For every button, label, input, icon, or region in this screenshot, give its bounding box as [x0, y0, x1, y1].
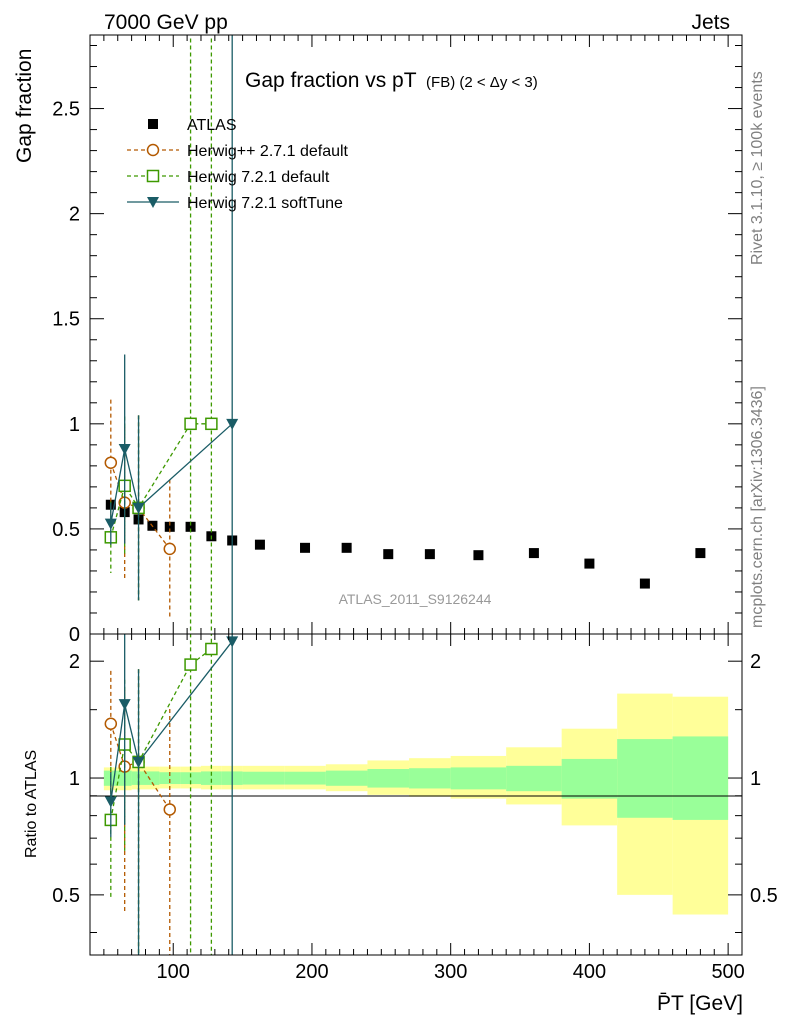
- inner-band-bin: [409, 768, 451, 789]
- inner-band-bin: [617, 739, 673, 818]
- axis-tick-labels: 100 200 300 400 500 0 0.5 1 1.5 2 2.5 0.5 0.5 1 1 2 2: [52, 99, 778, 983]
- top-y-tick-label: 2: [69, 204, 80, 226]
- legend-label: Herwig 7.2.1 default: [187, 169, 330, 186]
- atlas-point: [528, 548, 539, 559]
- bottom-y-tick-label-left: 2: [69, 651, 80, 673]
- inner-band-bin: [145, 771, 160, 785]
- legend-marker: [146, 143, 160, 157]
- bottom-y-tick-label-right: 1: [750, 768, 761, 790]
- herwig-7-2-1-default-point: [205, 417, 218, 431]
- inner-band-bin: [242, 771, 285, 785]
- top-y-tick-label: 1.5: [52, 309, 80, 331]
- bottom-y-tick-label-left: 1: [69, 768, 80, 790]
- herwig-2-7-1-default-ratio-point: [163, 803, 177, 816]
- atlas-point: [185, 521, 196, 532]
- atlas-point: [473, 550, 484, 561]
- bottom-y-axis-label: Ratio to ATLAS: [23, 750, 40, 858]
- legend-label: Herwig++ 2.7.1 default: [187, 143, 349, 160]
- legend-label: ATLAS: [187, 117, 237, 134]
- x-axis-label: P̄T [GeV]: [657, 992, 743, 1015]
- herwig-7-2-1-softtune-point: [132, 502, 145, 514]
- top-y-tick-label: 0.5: [52, 519, 80, 541]
- x-tick-label: 500: [711, 961, 744, 983]
- herwig-7-2-1-softtune-ratio-line: [110, 640, 233, 802]
- atlas-point: [695, 548, 706, 559]
- legend-marker: [147, 197, 159, 208]
- plot-title: Gap fraction vs pT (FB) (2 < Δy < 3): [245, 69, 538, 92]
- herwig-7-2-1-softtune-point: [118, 444, 131, 456]
- legend-entry: Herwig++ 2.7.1 default: [127, 143, 349, 160]
- analysis-label: ATLAS_2011_S9126244: [339, 591, 492, 607]
- inner-band-bin: [450, 767, 507, 790]
- inner-band-bin: [159, 772, 181, 785]
- inner-band-bin: [561, 758, 618, 799]
- top-y-tick-label: 2.5: [52, 99, 80, 121]
- axis-ticks: [90, 35, 742, 955]
- x-tick-label: 200: [295, 961, 328, 983]
- herwig-2-7-1-default-point: [163, 542, 177, 556]
- ratio-bands: [103, 693, 729, 915]
- herwig-2-7-1-default-point: [104, 456, 118, 469]
- herwig-7-2-1-softtune-ratio-point: [226, 636, 239, 648]
- x-tick-label: 300: [434, 961, 467, 983]
- inner-band-bin: [180, 772, 201, 785]
- legend-entry: Herwig 7.2.1 softTune: [127, 195, 343, 212]
- inner-band-bin: [284, 771, 326, 785]
- bottom-y-tick-label-right: 0.5: [750, 885, 778, 907]
- inner-band-bin: [325, 770, 368, 786]
- mcplots-label: mcplots.cern.ch [arXiv:1306.3436]: [749, 386, 766, 628]
- herwig-7-2-1-default-point: [184, 417, 197, 431]
- legend-marker: [146, 169, 160, 183]
- legend-marker: [148, 119, 158, 129]
- herwig-2-7-1-default-line: [110, 462, 171, 550]
- bottom-y-tick-label-left: 0.5: [52, 885, 80, 907]
- atlas-point: [383, 549, 394, 560]
- header-right: Jets: [691, 11, 730, 34]
- herwig-2-7-1-default-ratio-point: [104, 717, 118, 730]
- legend: ATLAS Herwig++ 2.7.1 default Herwig 7.2.1 …: [127, 117, 349, 212]
- herwig-7-2-1-default-ratio-point: [184, 658, 197, 671]
- atlas-point: [164, 521, 175, 532]
- legend-label: Herwig 7.2.1 softTune: [187, 195, 343, 212]
- atlas-point: [639, 578, 650, 589]
- inner-band-bin: [367, 769, 410, 788]
- inner-band-bin: [506, 765, 562, 792]
- herwig-7-2-1-softtune-ratio-point: [118, 699, 131, 711]
- x-tick-label: 400: [573, 961, 606, 983]
- ratio-series: [104, 634, 239, 955]
- bottom-panel-frame: [89, 633, 743, 956]
- top-y-tick-label: 1: [69, 414, 80, 436]
- atlas-point: [300, 542, 311, 553]
- plot-title-subscript: (FB) (2 < Δy < 3): [426, 74, 538, 91]
- herwig-7-2-1-default-ratio-line: [110, 648, 212, 821]
- x-axis-label-text: P̄T [GeV]: [657, 992, 743, 1015]
- herwig-7-2-1-softtune-point: [226, 418, 239, 430]
- bottom-y-tick-label-right: 2: [750, 651, 761, 673]
- rivet-label: Rivet 3.1.10, ≥ 100k events: [749, 71, 766, 265]
- atlas-point: [424, 549, 435, 560]
- inner-band-bin: [672, 736, 729, 820]
- atlas-point: [254, 539, 265, 550]
- legend-entry: ATLAS: [148, 117, 237, 134]
- inner-band-bin: [200, 771, 222, 785]
- atlas-data-points: [105, 499, 706, 589]
- plot-title-main: Gap fraction vs pT: [245, 69, 417, 92]
- herwig-7-2-1-softtune-ratio-point: [132, 756, 145, 768]
- herwig-7-2-1-softtune-ratio-point: [104, 796, 117, 808]
- x-tick-label: 100: [157, 961, 190, 983]
- mc-series: [104, 35, 239, 634]
- atlas-point: [341, 542, 352, 553]
- herwig-7-2-1-default-ratio-point: [205, 642, 218, 656]
- legend-entry: Herwig 7.2.1 default: [127, 169, 330, 186]
- herwig-7-2-1-softtune-point: [104, 518, 117, 530]
- top-y-tick-label: 0: [69, 624, 80, 646]
- header-left: 7000 GeV pp: [104, 11, 228, 34]
- herwig-7-2-1-softtune-line: [110, 423, 233, 524]
- atlas-point: [584, 558, 595, 569]
- herwig-2-7-1-default-ratio-line: [110, 723, 171, 810]
- top-y-axis-label: Gap fraction: [13, 49, 36, 163]
